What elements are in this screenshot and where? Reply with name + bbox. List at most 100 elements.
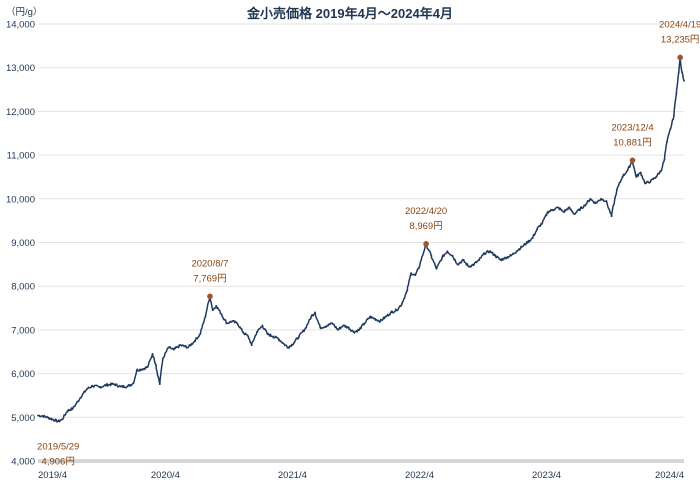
peak-marker: [677, 55, 683, 61]
data-point: [505, 257, 507, 259]
data-point: [678, 71, 680, 73]
data-point: [489, 250, 491, 252]
y-tick-label: 6,000: [11, 369, 35, 380]
annotation-date: 2022/4/20: [405, 206, 447, 217]
data-point: [152, 353, 154, 355]
data-point: [644, 183, 646, 185]
data-point: [655, 176, 657, 178]
data-point: [251, 344, 253, 346]
data-point: [573, 213, 575, 215]
data-point: [278, 338, 280, 340]
annotation-date: 2023/12/4: [611, 122, 653, 133]
data-point: [132, 382, 134, 384]
data-point: [80, 397, 82, 399]
data-point: [159, 383, 161, 385]
y-tick-label: 14,000: [6, 20, 35, 31]
data-point: [187, 346, 189, 348]
data-point: [358, 329, 360, 331]
data-point: [212, 309, 214, 311]
data-point: [342, 325, 344, 327]
data-point: [410, 272, 412, 274]
data-point: [180, 344, 182, 346]
data-point: [369, 316, 371, 318]
data-point: [147, 366, 149, 368]
data-point: [635, 176, 637, 178]
data-point: [67, 410, 69, 412]
data-point: [242, 331, 244, 333]
data-point: [436, 268, 438, 270]
data-point: [600, 198, 602, 200]
x-tick-label: 2021/4: [278, 470, 307, 481]
data-point: [430, 255, 432, 257]
data-point: [595, 202, 597, 204]
data-point: [256, 331, 258, 333]
data-point: [267, 333, 269, 335]
data-point: [237, 322, 239, 324]
data-point: [681, 71, 683, 73]
data-point: [621, 176, 623, 178]
data-point: [660, 169, 662, 171]
data-point: [547, 211, 549, 213]
data-point: [683, 80, 685, 82]
data-point: [675, 93, 677, 95]
data-point: [168, 346, 170, 348]
peak-marker: [207, 293, 213, 299]
data-point: [199, 333, 201, 335]
data-point: [536, 228, 538, 230]
data-point: [298, 336, 300, 338]
data-point: [282, 342, 284, 344]
y-tick-label: 13,000: [6, 63, 35, 74]
data-point: [457, 263, 459, 265]
y-tick-label: 10,000: [6, 194, 35, 205]
data-point: [584, 204, 586, 206]
data-point: [390, 312, 392, 314]
data-point: [414, 274, 416, 276]
data-point: [136, 369, 138, 371]
gridlines: [38, 24, 684, 463]
data-point: [374, 318, 376, 320]
y-axis: 4,000 5,000 6,000 7,000 8,000 9,000 10,000 11,0…: [6, 20, 35, 468]
data-point: [484, 253, 486, 255]
data-point: [589, 198, 591, 200]
y-unit-label: （円/g）: [6, 6, 42, 18]
data-point: [462, 259, 464, 261]
annotation-value: 7,769円: [193, 273, 226, 284]
y-tick-label: 8,000: [11, 282, 35, 293]
data-point: [446, 250, 448, 252]
data-point: [226, 322, 228, 324]
data-point: [162, 357, 164, 359]
y-tick-label: 4,000: [11, 457, 35, 468]
y-tick-label: 5,000: [11, 413, 35, 424]
data-point: [650, 180, 652, 182]
data-point: [326, 325, 328, 327]
y-tick-label: 9,000: [11, 238, 35, 249]
data-point: [563, 211, 565, 213]
data-point: [205, 316, 207, 318]
data-point: [510, 255, 512, 257]
data-point: [526, 242, 528, 244]
data-point: [627, 169, 629, 171]
data-point: [72, 408, 74, 410]
data-point: [353, 331, 355, 333]
y-tick-label: 7,000: [11, 325, 35, 336]
data-point: [42, 415, 44, 417]
annotations: 2019/5/29 4,906円 2020/8/7 7,769円 2022/4/20 8,…: [37, 19, 700, 467]
x-tick-label: 2022/4: [405, 470, 434, 481]
data-point: [664, 159, 666, 161]
data-point: [86, 388, 88, 390]
peak-marker: [423, 241, 429, 247]
data-point: [155, 364, 157, 366]
data-point: [557, 207, 559, 209]
data-point: [337, 329, 339, 331]
data-point: [305, 327, 307, 329]
data-point: [332, 322, 334, 324]
data-point: [262, 325, 264, 327]
x-tick-label: 2024/4: [655, 470, 684, 481]
chart-title: 金小売価格 2019年4月～2024年4月: [246, 6, 453, 21]
data-point: [532, 237, 534, 239]
data-point: [541, 222, 543, 224]
data-point: [616, 189, 618, 191]
data-point: [494, 255, 496, 257]
data-point: [106, 384, 108, 386]
data-point: [385, 316, 387, 318]
